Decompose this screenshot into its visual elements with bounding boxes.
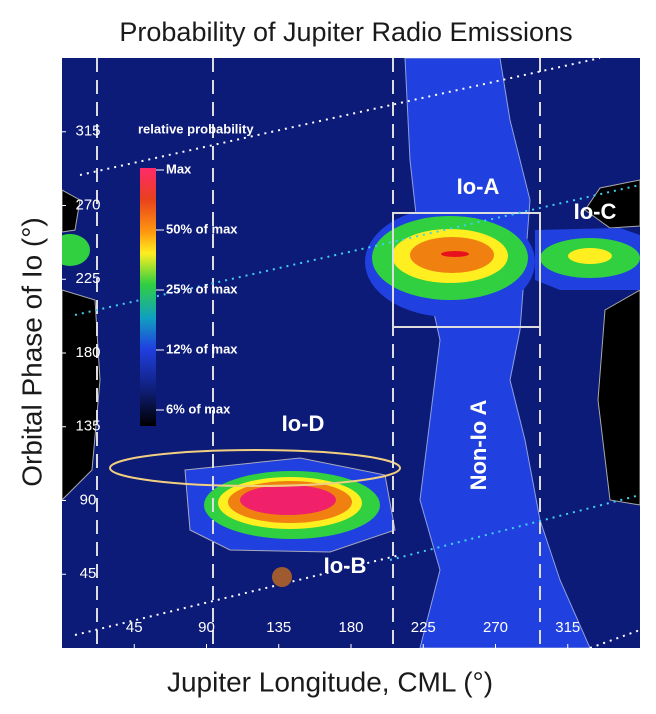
- jupiter-icon: [272, 567, 292, 587]
- plot-area: [62, 58, 640, 648]
- x-tick-label: 45: [126, 619, 143, 636]
- emission-region: [62, 234, 90, 266]
- emission-region: [404, 58, 591, 648]
- low-region: [62, 189, 81, 233]
- low-region: [62, 289, 101, 501]
- region-label: Io-C: [574, 199, 617, 224]
- low-region: [584, 179, 640, 229]
- y-tick-label: 225: [75, 270, 100, 287]
- y-tick-label: 270: [75, 196, 100, 213]
- legend-label: 50% of max: [166, 221, 238, 236]
- dashed-guides: [96, 58, 541, 648]
- region-label: Io-A: [457, 174, 500, 199]
- region-label: Non-Io A: [466, 399, 491, 490]
- x-tick-label: 90: [198, 619, 215, 636]
- overlay: 45 90 135 180 225 270 315 45 90 135 180 225 270 315 re…: [62, 121, 616, 648]
- region-label: Io-B: [324, 553, 367, 578]
- legend-title: relative probability: [138, 121, 254, 136]
- emission-region: [240, 485, 336, 515]
- y-axis-label: Orbital Phase of Io (°): [16, 217, 47, 487]
- io-tracks: [74, 58, 640, 648]
- x-tick-label: 135: [266, 619, 291, 636]
- legend-colorbar: [140, 168, 156, 426]
- y-tick-label: 45: [80, 565, 97, 582]
- emission-region: [568, 248, 612, 264]
- x-tick-label: 270: [483, 619, 508, 636]
- x-tick-label: 315: [555, 619, 580, 636]
- region-label: Io-D: [282, 411, 325, 436]
- x-axis-label: Jupiter Longitude, CML (°): [167, 666, 493, 697]
- legend-label: 25% of max: [166, 281, 238, 296]
- x-tick-label: 180: [338, 619, 363, 636]
- y-tick-label: 180: [75, 344, 100, 361]
- y-tick-label: 90: [80, 491, 97, 508]
- highlight-ellipse: [109, 449, 401, 487]
- legend-label: 6% of max: [166, 401, 231, 416]
- legend-label: Max: [166, 161, 192, 176]
- legend-label: 12% of max: [166, 341, 238, 356]
- chart-title: Probability of Jupiter Radio Emissions: [119, 17, 572, 47]
- emission-region: [441, 251, 469, 257]
- x-tick-label: 225: [411, 619, 436, 636]
- y-tick-label: 135: [75, 418, 100, 435]
- y-tick-label: 315: [75, 123, 100, 140]
- low-region: [597, 289, 640, 506]
